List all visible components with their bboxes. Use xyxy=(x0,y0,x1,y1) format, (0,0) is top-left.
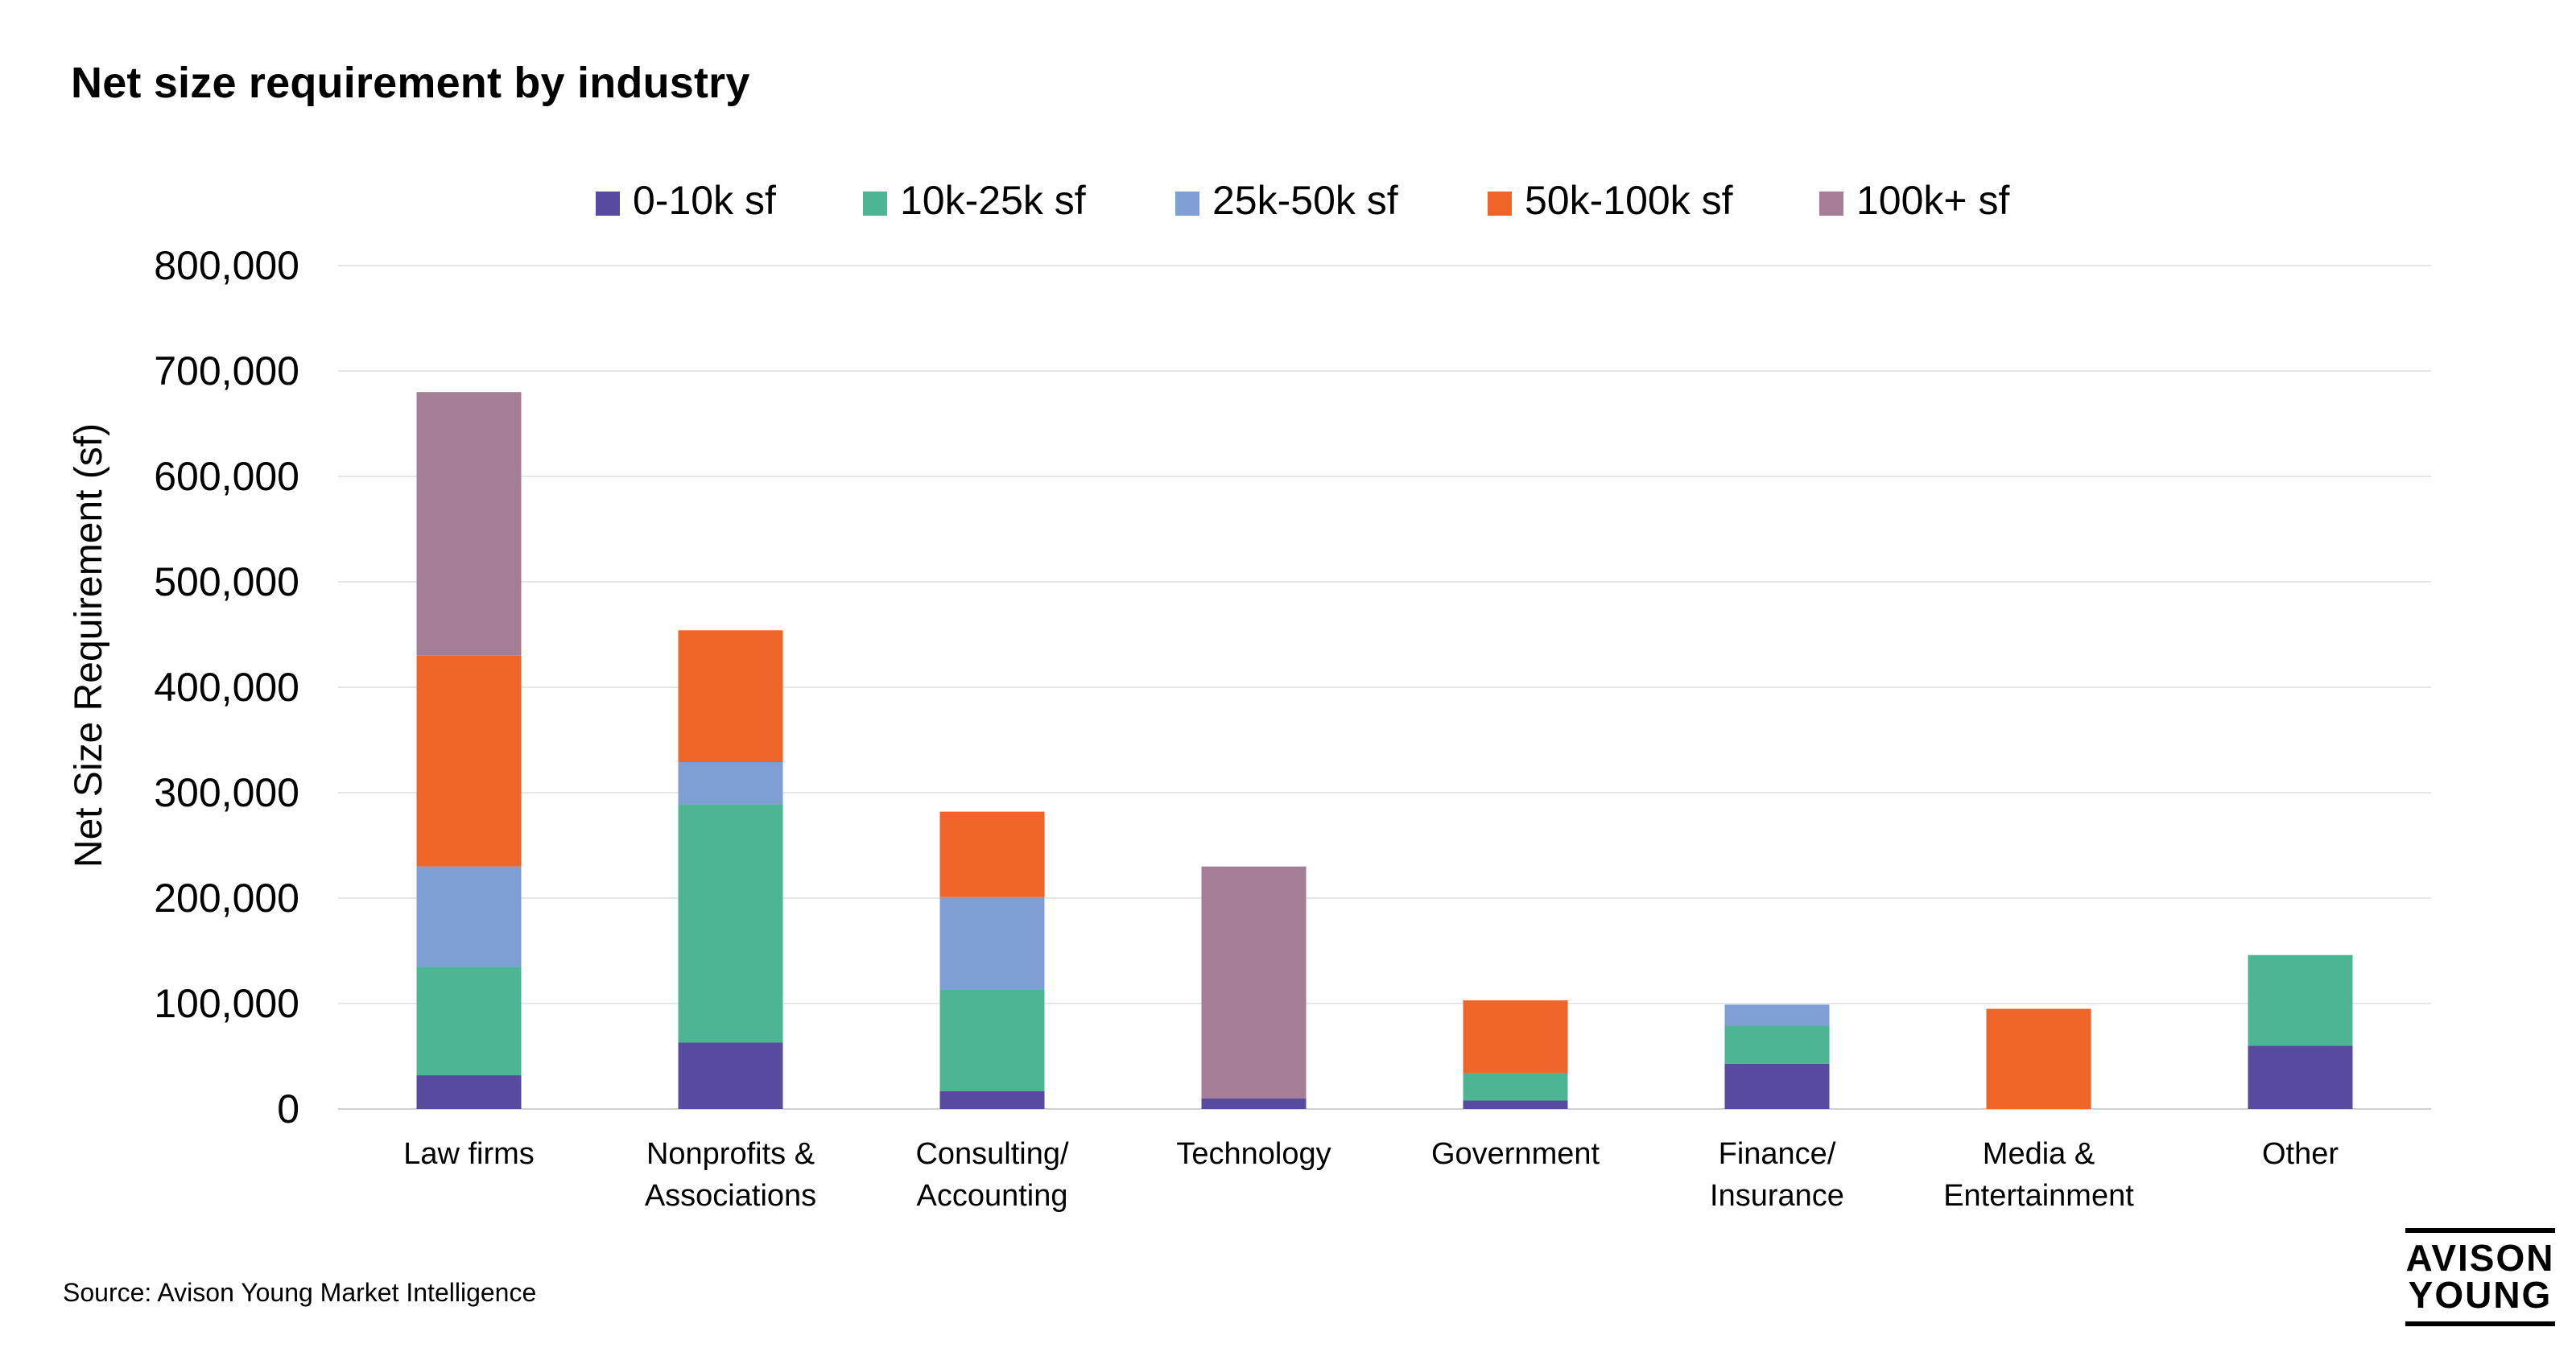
x-tick-label: Media & xyxy=(1983,1137,2095,1171)
bar-segment xyxy=(1463,1000,1568,1074)
bars xyxy=(416,392,2353,1109)
bar-segment xyxy=(678,1042,783,1109)
bar-segment xyxy=(416,655,522,867)
x-tick-label: Other xyxy=(2262,1137,2339,1171)
legend-item: 100k+ sf xyxy=(1819,178,2010,223)
bar-segment xyxy=(416,967,522,1076)
legend-item: 25k-50k sf xyxy=(1175,178,1398,223)
legend-swatch xyxy=(863,192,887,216)
bar-segment xyxy=(939,1090,1045,1109)
bar-segment xyxy=(2248,954,2353,1046)
x-tick-label: Accounting xyxy=(916,1179,1067,1213)
avison-young-logo: AVISON YOUNG xyxy=(2405,1228,2555,1326)
x-tick-label: Law firms xyxy=(403,1137,535,1171)
bar-segment xyxy=(416,1075,522,1109)
y-tick-label: 200,000 xyxy=(154,876,299,921)
gridlines xyxy=(338,265,2431,1110)
source-note: Source: Avison Young Market Intelligence xyxy=(63,1278,537,1307)
bar-segment xyxy=(678,804,783,1043)
bar-segment xyxy=(678,762,783,805)
y-tick-label: 600,000 xyxy=(154,454,299,499)
x-axis-ticks: Law firms Nonprofits & Associations Consult… xyxy=(403,1137,2339,1213)
bar-segment xyxy=(2248,1045,2353,1109)
y-tick-label: 800,000 xyxy=(154,243,299,288)
logo-line-1: AVISON xyxy=(2405,1237,2555,1279)
bar-segment xyxy=(1463,1100,1568,1109)
legend-label: 50k-100k sf xyxy=(1525,178,1733,223)
x-tick-label: Consulting/ xyxy=(915,1137,1069,1171)
y-tick-label: 100,000 xyxy=(154,981,299,1026)
bar-segment xyxy=(1724,1004,1830,1026)
legend-label: 10k-25k sf xyxy=(900,178,1086,223)
legend-swatch xyxy=(1488,192,1512,216)
x-tick-label: Associations xyxy=(645,1179,816,1213)
bar-segment xyxy=(1724,1063,1830,1109)
y-tick-label: 400,000 xyxy=(154,665,299,710)
bar-segment xyxy=(939,989,1045,1091)
legend-label: 25k-50k sf xyxy=(1212,178,1398,223)
x-tick-label: Government xyxy=(1431,1137,1600,1171)
x-tick-label: Insurance xyxy=(1710,1179,1844,1213)
bar-segment xyxy=(939,897,1045,990)
bar-segment xyxy=(416,866,522,967)
x-tick-label: Technology xyxy=(1176,1137,1331,1171)
x-tick-label: Finance/ xyxy=(1719,1137,1836,1171)
legend-swatch xyxy=(1175,192,1199,216)
legend-label: 0-10k sf xyxy=(633,178,776,223)
legend-swatch xyxy=(596,192,620,216)
legend-item: 0-10k sf xyxy=(596,178,776,223)
bar-segment xyxy=(1463,1073,1568,1101)
bar-segment xyxy=(1724,1025,1830,1064)
y-tick-label: 500,000 xyxy=(154,559,299,604)
legend-item: 10k-25k sf xyxy=(863,178,1086,223)
x-tick-label: Entertainment xyxy=(1943,1179,2134,1213)
bar-segment xyxy=(416,392,522,656)
legend: 0-10k sf 10k-25k sf 25k-50k sf 50k-100k sf 1… xyxy=(596,178,2010,223)
x-tick-label: Nonprofits & xyxy=(646,1137,815,1171)
y-tick-label: 300,000 xyxy=(154,770,299,815)
legend-label: 100k+ sf xyxy=(1856,178,2010,223)
bar-segment xyxy=(1201,1098,1307,1109)
legend-swatch xyxy=(1819,192,1843,216)
y-axis-ticks: 0 100,000 200,000 300,000 400,000 500,000 600,… xyxy=(154,243,299,1131)
bar-segment xyxy=(678,630,783,763)
bar-segment xyxy=(939,811,1045,897)
legend-item: 50k-100k sf xyxy=(1488,178,1733,223)
y-axis-label: Net Size Requirement (sf) xyxy=(68,423,110,868)
bar-segment xyxy=(1201,866,1307,1098)
y-tick-label: 0 xyxy=(277,1086,299,1131)
chart-title: Net size requirement by industry xyxy=(71,59,750,107)
bar-segment xyxy=(1986,1008,2091,1109)
logo-line-2: YOUNG xyxy=(2408,1274,2553,1316)
y-tick-label: 700,000 xyxy=(154,348,299,394)
